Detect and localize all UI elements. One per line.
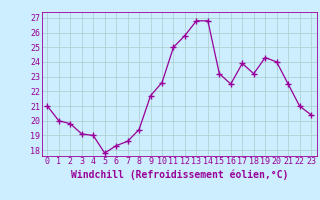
X-axis label: Windchill (Refroidissement éolien,°C): Windchill (Refroidissement éolien,°C) [70,169,288,180]
